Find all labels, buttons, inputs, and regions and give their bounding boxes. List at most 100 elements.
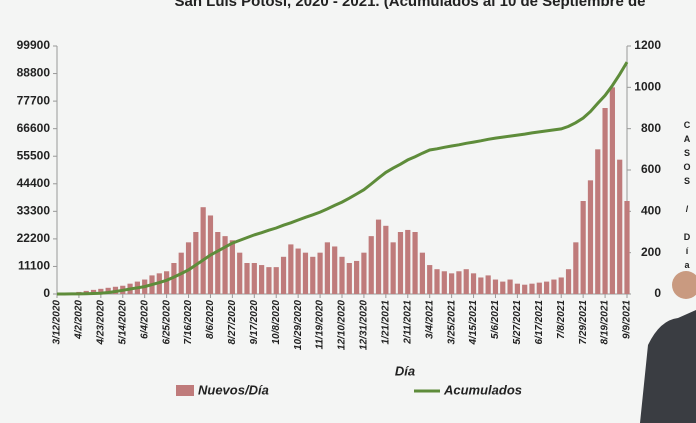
bar [90, 289, 97, 294]
x-tick-label: 4/2/2020 [74, 300, 85, 340]
x-tick-label: 9/17/2020 [249, 300, 260, 345]
y-tick-label: 0 [43, 286, 50, 300]
x-tick-label: 10/29/2020 [293, 300, 304, 350]
bar [288, 244, 294, 294]
x-tick-label: 6/25/2020 [161, 300, 172, 345]
y2-tick-label: 1200 [634, 38, 661, 52]
bar [434, 269, 440, 294]
x-tick-label: 10/8/2020 [271, 300, 282, 345]
x-tick-label: 1/21/2021 [380, 300, 391, 345]
bar [441, 271, 447, 294]
bar [514, 283, 520, 294]
y-tick-label: 55500 [17, 148, 51, 162]
legend-label: Nuevos/Día [198, 382, 269, 397]
x-tick-label: 4/23/2020 [95, 300, 106, 346]
bar [624, 201, 630, 294]
x-tick-label: 8/19/2021 [600, 300, 611, 345]
y-tick-label: 66600 [17, 121, 51, 135]
y2-tick-label: 400 [641, 204, 661, 218]
legend-swatch [176, 385, 194, 396]
bar [193, 232, 199, 294]
bar [346, 263, 352, 294]
bar [244, 263, 250, 294]
bar [302, 252, 309, 294]
bar [485, 275, 491, 294]
bar [500, 281, 506, 294]
bar [317, 252, 323, 294]
bar [478, 277, 484, 294]
bar [105, 287, 111, 294]
bar [310, 256, 316, 294]
bar [558, 277, 564, 294]
legend-label: Acumulados [443, 382, 522, 397]
x-tick-label: 6/4/2020 [139, 300, 150, 339]
bar [361, 252, 367, 294]
bar [354, 260, 360, 294]
bar [339, 256, 345, 294]
bar [273, 267, 279, 294]
bar [507, 279, 513, 294]
bar [405, 229, 411, 294]
bar [463, 269, 469, 294]
y-tick-label: 88800 [17, 66, 51, 80]
bar [456, 271, 462, 294]
presenter [640, 310, 696, 423]
bar [222, 236, 228, 294]
bar [449, 273, 455, 294]
bar [427, 265, 433, 294]
y2-tick-label: 0 [654, 286, 661, 300]
bar [332, 246, 338, 294]
bar [383, 225, 389, 294]
bar [470, 273, 477, 294]
x-tick-label: 7/29/2021 [578, 300, 589, 345]
y-tick-label: 33300 [17, 204, 51, 218]
x-tick-label: 3/12/2020 [52, 300, 63, 345]
x-tick-label: 7/16/2020 [183, 300, 194, 345]
bar [200, 207, 206, 294]
x-tick-label: 8/6/2020 [205, 300, 216, 339]
bar [251, 263, 257, 294]
x-tick-label: 7/8/2021 [556, 300, 567, 339]
y-tick-label: 22200 [17, 231, 51, 245]
x-tick-label: 2/11/2021 [402, 300, 413, 345]
y2-tick-label: 200 [641, 245, 661, 259]
bar [164, 271, 170, 294]
bar [565, 269, 572, 294]
bar [229, 240, 235, 294]
x-tick-label: 5/6/2021 [490, 300, 501, 339]
x-tick-label: 3/4/2021 [424, 300, 435, 339]
bar [280, 256, 287, 294]
chart-title: San Luis Potosí, 2020 - 2021. (Acumulado… [175, 0, 646, 10]
x-tick-label: 5/14/2020 [117, 300, 128, 345]
bar [259, 265, 265, 294]
bar [580, 201, 586, 294]
x-tick-label: 5/27/2021 [512, 300, 523, 345]
y2-tick-label: 600 [641, 162, 661, 176]
bar [587, 180, 594, 294]
bar [390, 242, 396, 294]
bar [551, 279, 557, 294]
bar [492, 279, 499, 294]
bar [266, 267, 272, 294]
bar [544, 281, 550, 294]
x-tick-label: 8/27/2020 [227, 300, 238, 345]
x-axis-label: Día [395, 363, 415, 378]
bar [98, 288, 104, 294]
bar [536, 282, 542, 294]
y2-axis-label: CASOS / Día [682, 120, 692, 274]
bar [617, 159, 623, 294]
bar [215, 232, 221, 294]
line [57, 61, 629, 296]
bar [368, 236, 374, 294]
x-tick-label: 4/15/2021 [468, 300, 479, 346]
bar [419, 252, 425, 294]
bar [295, 248, 301, 294]
bar [529, 283, 535, 294]
bar [522, 284, 528, 294]
y-tick-label: 44400 [17, 176, 51, 190]
x-tick-label: 6/17/2021 [534, 300, 545, 345]
x-tick-label: 3/25/2021 [446, 300, 457, 345]
bar [237, 252, 243, 294]
